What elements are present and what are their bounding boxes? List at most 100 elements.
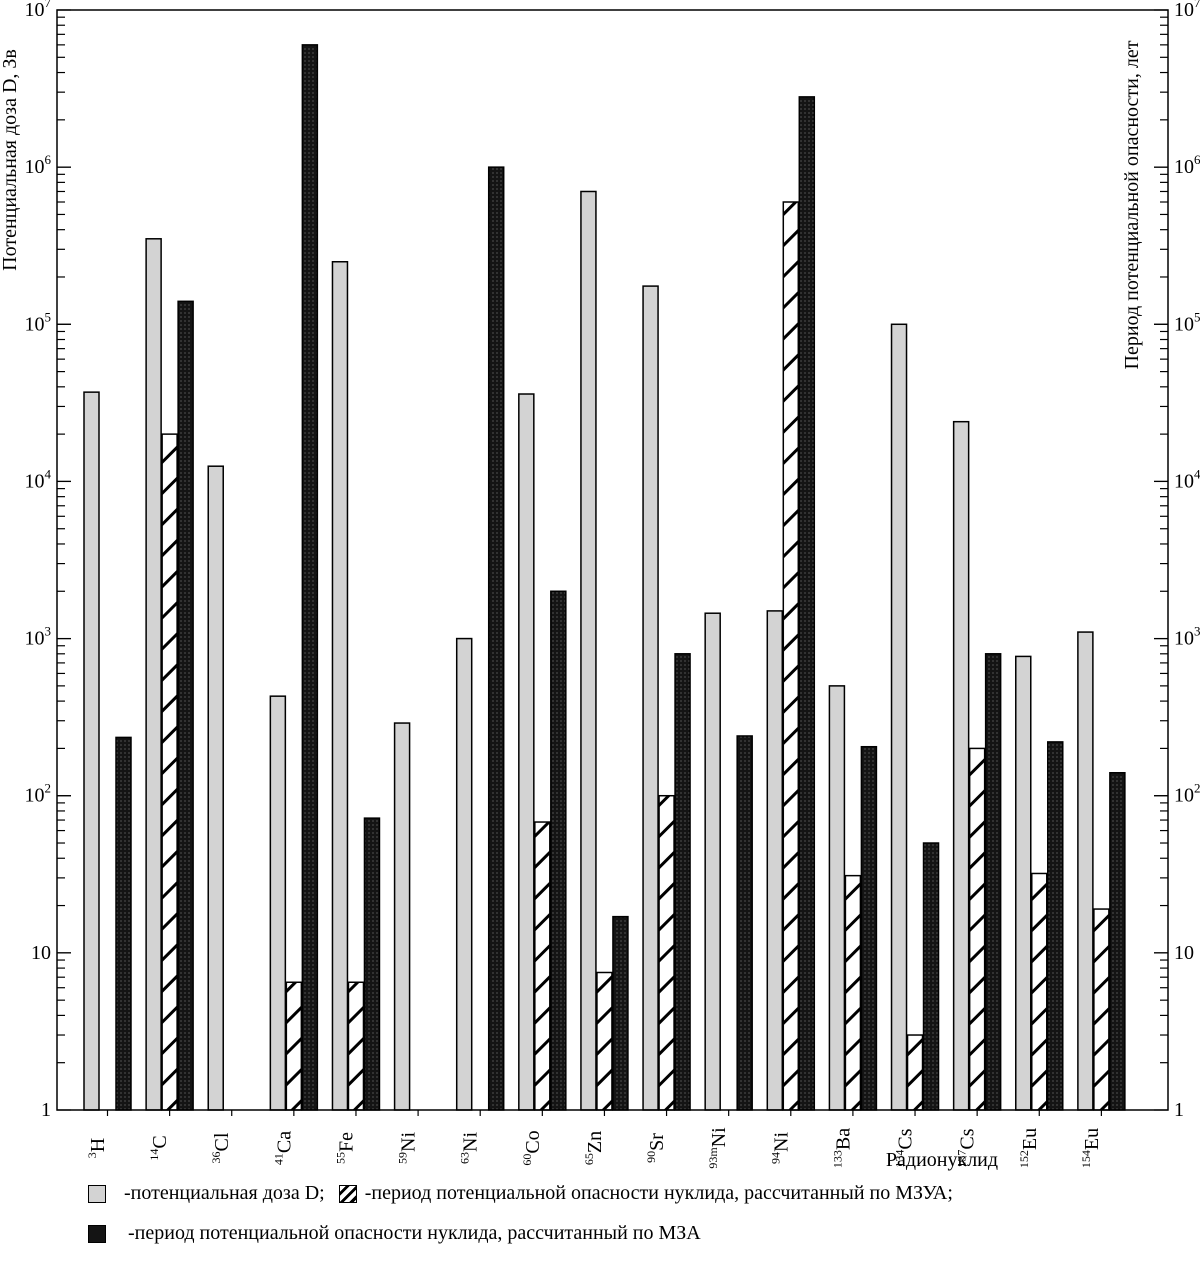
bar-gray: [1077, 631, 1094, 1111]
tick-base: 10: [1174, 156, 1194, 178]
bar-hatch: [906, 1034, 924, 1111]
bar-dark: [736, 735, 753, 1111]
tick-base: 10: [1174, 313, 1194, 335]
tick-exponent: 4: [1194, 466, 1200, 481]
bar-hatch: [968, 747, 986, 1111]
tick-base: 10: [1174, 785, 1194, 807]
bar-dark: [487, 166, 505, 1111]
tick-exponent: 4: [45, 466, 52, 481]
nuclide-symbol: Cs: [895, 1128, 917, 1149]
nuclide-label: 94Ni: [768, 1132, 792, 1164]
nuclide-label: 55Fe: [333, 1132, 357, 1164]
x-tick-label: 152Eu: [1017, 1128, 1041, 1168]
y-tick-label-left: 103: [25, 624, 52, 650]
tick-base: 10: [25, 0, 45, 21]
y-tick-label-left: 106: [25, 152, 52, 178]
nuclide-symbol: H: [87, 1138, 109, 1152]
y-tick-label-right: 107: [1174, 0, 1200, 21]
nuclide-symbol: Co: [522, 1130, 544, 1153]
x-tick-label: 41Ca: [271, 1131, 295, 1165]
tick-base: 10: [1174, 470, 1194, 492]
bar-dark: [301, 44, 319, 1111]
nuclide-mass: 93m: [706, 1147, 720, 1169]
x-tick-label: 63Ni: [458, 1132, 482, 1164]
nuclide-symbol: Fe: [335, 1132, 357, 1152]
tick-base: 10: [1174, 0, 1194, 21]
bar-dark: [860, 745, 878, 1111]
y-axis-label-right: Период потенциальной опасности, лет: [1121, 40, 1143, 369]
bar-gray: [642, 285, 659, 1111]
y-tick-label-right: 103: [1174, 624, 1200, 650]
nuclide-mass: 55: [333, 1152, 347, 1164]
bar-dark: [550, 590, 567, 1111]
bar-hatch: [285, 981, 303, 1111]
nuclide-label: 133Ba: [830, 1128, 854, 1168]
nuclide-label: 137Cs: [955, 1128, 979, 1167]
bar-gray: [952, 420, 970, 1111]
bar-gray: [518, 393, 535, 1111]
y-tick-label-left: 104: [25, 466, 52, 492]
nuclide-symbol: Cl: [211, 1132, 233, 1151]
x-tick-label: 3H: [85, 1138, 109, 1158]
nuclide-label: 90Sr: [644, 1133, 668, 1163]
bar-hatch: [161, 433, 178, 1111]
y-axis-label-left: Потенциальная доза D, Зв: [0, 49, 21, 271]
nuclide-symbol: Eu: [1019, 1128, 1041, 1150]
x-tick-label: 55Fe: [333, 1132, 357, 1164]
bar-hatch: [782, 201, 800, 1111]
nuclide-mass: 94: [768, 1152, 782, 1164]
bar-hatch: [1093, 908, 1110, 1111]
nuclide-symbol: Sr: [646, 1133, 668, 1151]
nuclide-symbol: Ni: [708, 1127, 730, 1147]
nuclide-mass: 134: [893, 1150, 907, 1168]
x-tick-label: 134Cs: [893, 1128, 917, 1167]
bar-gray: [393, 722, 411, 1111]
bar-dark: [177, 300, 194, 1111]
x-tick-label: 59Ni: [396, 1132, 420, 1164]
y-tick-label-left: 102: [25, 781, 52, 807]
tick-base: 10: [25, 785, 45, 807]
nuclide-label: 60Co: [520, 1130, 544, 1165]
tick-exponent: 3: [1194, 624, 1200, 639]
x-tick-label: 65Zn: [582, 1131, 606, 1165]
bar-gray: [766, 610, 784, 1111]
tick-base: 10: [25, 470, 45, 492]
x-tick-label: 14C: [147, 1135, 171, 1160]
nuclide-mass: 65: [582, 1153, 596, 1165]
nuclide-label: 3H: [85, 1138, 109, 1158]
tick-base: 10: [25, 156, 45, 178]
x-axis-label: Радионуклид: [886, 1149, 998, 1171]
tick-exponent: 6: [45, 152, 52, 167]
nuclide-mass: 36: [209, 1151, 223, 1163]
nuclide-mass: 90: [644, 1151, 658, 1163]
nuclide-symbol: Ni: [770, 1132, 792, 1152]
bar-hatch: [347, 981, 365, 1111]
bar-dark: [115, 736, 132, 1111]
bar-gray: [331, 261, 349, 1111]
nuclide-symbol: Zn: [584, 1131, 606, 1153]
nuclide-symbol: Ni: [460, 1132, 482, 1152]
x-tick-label: 93mNi: [706, 1127, 730, 1169]
bar-gray: [580, 190, 597, 1111]
nuclide-mass: 14: [147, 1149, 161, 1161]
x-tick-label: 90Sr: [644, 1133, 668, 1163]
x-tick-label: 36Cl: [209, 1132, 233, 1163]
tick-exponent: 3: [45, 624, 52, 639]
y-tick-label-right: 104: [1174, 466, 1200, 492]
y-tick-label-right: 106: [1174, 152, 1200, 178]
nuclide-symbol: Cs: [957, 1128, 979, 1149]
y-tick-label-right: 10: [1174, 942, 1194, 964]
bar-gray: [145, 238, 162, 1111]
tick-exponent: 7: [1194, 0, 1200, 10]
nuclide-label: 65Zn: [582, 1131, 606, 1165]
bar-hatch: [1031, 872, 1048, 1111]
bar-dark: [1109, 772, 1126, 1111]
bar-gray: [1015, 655, 1032, 1111]
x-tick-label: 137Cs: [955, 1128, 979, 1167]
nuclide-symbol: C: [149, 1135, 171, 1148]
bar-gray: [890, 323, 908, 1111]
x-tick-label: 60Co: [520, 1130, 544, 1165]
ticks-layer: [57, 9, 1168, 1116]
tick-exponent: 6: [1194, 152, 1200, 167]
